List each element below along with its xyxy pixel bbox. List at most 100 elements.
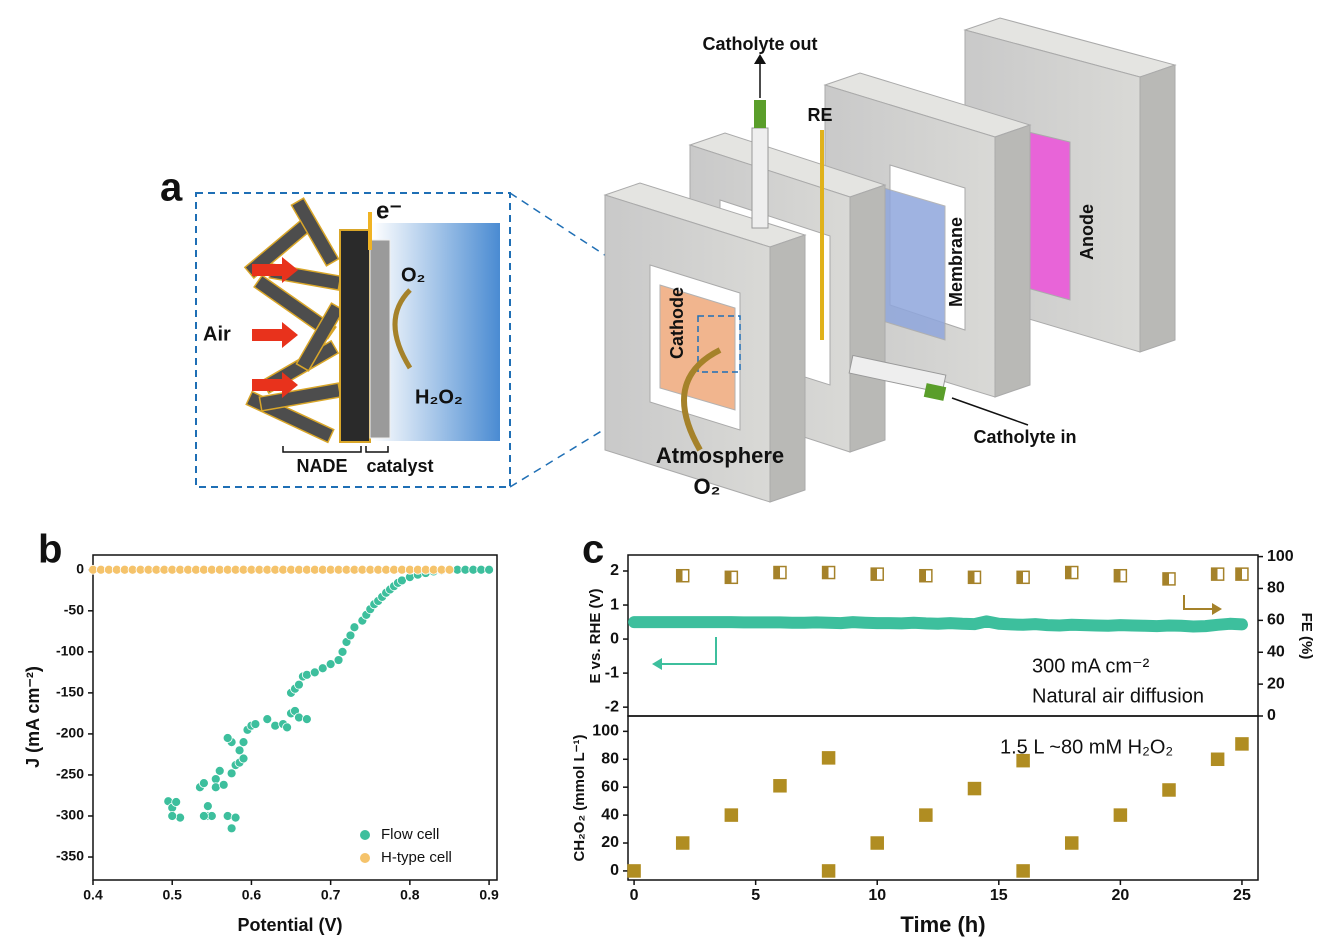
point	[219, 780, 228, 789]
label: e⁻	[376, 197, 402, 224]
x-tick-label: 0.4	[83, 887, 103, 903]
y-axis-title: E vs. RHE (V)	[587, 588, 604, 683]
x-tick-label: 20	[1111, 887, 1129, 904]
y-tick-label: -300	[56, 807, 84, 823]
point	[1236, 738, 1248, 750]
point	[677, 570, 689, 582]
point	[223, 734, 232, 743]
fibers	[245, 198, 344, 442]
point	[628, 865, 640, 877]
y2-tick-label: 100	[1267, 548, 1294, 565]
point	[445, 565, 454, 574]
point	[338, 647, 347, 656]
y-tick-label: -250	[56, 766, 84, 782]
x-tick-label: 0	[630, 887, 639, 904]
point	[968, 571, 980, 583]
y2-tick-label: 0	[1267, 707, 1276, 724]
label: Catholyte in	[973, 427, 1076, 447]
label: Catholyte out	[703, 34, 818, 54]
outlet-cap	[754, 100, 766, 128]
page: a e⁻ O₂ Air H₂O₂ NADE catalyst	[0, 0, 1318, 940]
point	[223, 811, 232, 820]
point	[1163, 784, 1175, 796]
label: O₂	[694, 474, 721, 499]
point	[871, 568, 883, 580]
point	[251, 720, 260, 729]
y-tick-label: 0	[610, 862, 619, 879]
point	[334, 656, 343, 665]
point	[215, 766, 224, 775]
y-tick-label: 1	[610, 596, 619, 613]
point	[283, 723, 292, 732]
legend-swatch	[360, 853, 370, 863]
panel-label: c	[582, 528, 604, 572]
point	[774, 567, 786, 579]
y-tick-label: -150	[56, 684, 84, 700]
point	[199, 811, 208, 820]
point	[231, 813, 240, 822]
bracket	[283, 446, 388, 452]
legend-swatch	[360, 830, 370, 840]
point	[294, 713, 303, 722]
legend-label: H-type cell	[381, 849, 452, 866]
label: H₂O₂	[415, 386, 463, 408]
label: RE	[807, 105, 832, 125]
electrolyte	[372, 223, 500, 441]
point	[227, 769, 236, 778]
point	[725, 571, 737, 583]
annotation: 300 mA cm⁻²	[1032, 655, 1150, 677]
x-tick-label: 15	[990, 887, 1008, 904]
point	[485, 565, 494, 574]
point	[774, 780, 786, 792]
point	[294, 680, 303, 689]
point	[239, 738, 248, 747]
y2-tick-label: 80	[1267, 580, 1285, 597]
point	[239, 754, 248, 763]
y-tick-label: 0	[610, 630, 619, 647]
y-tick-label: -2	[605, 698, 619, 715]
y-tick-label: 0	[76, 560, 84, 576]
point	[346, 631, 355, 640]
point	[725, 809, 737, 821]
point	[1212, 753, 1224, 765]
point	[199, 779, 208, 788]
x-tick-label: 0.7	[321, 887, 341, 903]
x-tick-label: 25	[1233, 887, 1251, 904]
point	[172, 798, 181, 807]
point	[1017, 865, 1029, 877]
point	[1114, 809, 1126, 821]
point	[1163, 573, 1175, 585]
point	[1212, 568, 1224, 580]
axis-arrow	[658, 637, 716, 664]
axis-arrow	[1184, 595, 1214, 609]
point	[1066, 567, 1078, 579]
label: NADE	[296, 456, 347, 476]
x-tick-label: 0.6	[242, 887, 262, 903]
label: Anode	[1077, 204, 1097, 260]
point	[235, 746, 244, 755]
label: catalyst	[366, 456, 433, 476]
x-tick-label: 5	[751, 887, 760, 904]
y-axis-title: J (mA cm⁻²)	[23, 666, 43, 768]
point	[1114, 570, 1126, 582]
point	[176, 813, 185, 822]
point	[271, 721, 280, 730]
point	[263, 715, 272, 724]
axis-arrow-head	[1212, 603, 1222, 615]
y-tick-label: 100	[592, 723, 619, 740]
y2-tick-label: 20	[1267, 675, 1285, 692]
panel-label: a	[160, 166, 183, 210]
point	[823, 865, 835, 877]
point	[677, 837, 689, 849]
arrow	[952, 398, 1028, 425]
y-tick-label: 80	[601, 750, 619, 767]
point	[203, 802, 212, 811]
label: Air	[203, 323, 231, 345]
x-tick-label: 10	[868, 887, 886, 904]
y2-axis-title: FE (%)	[1298, 613, 1315, 660]
legend-label: Flow cell	[381, 826, 439, 843]
point	[302, 715, 311, 724]
x-tick-label: 0.5	[162, 887, 182, 903]
point	[1017, 571, 1029, 583]
y-tick-label: -350	[56, 848, 84, 864]
